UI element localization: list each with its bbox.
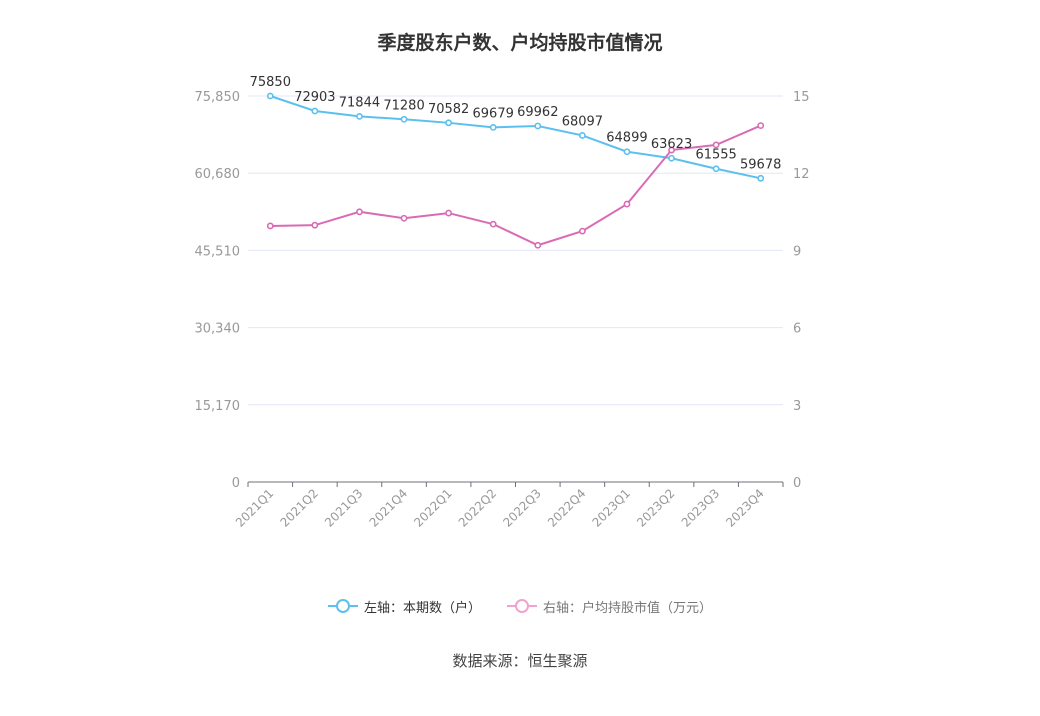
x-axis-tick-label: 2023Q1	[590, 486, 634, 530]
legend-label-left: 左轴：本期数（户）	[363, 600, 481, 616]
series-lines	[266, 92, 765, 249]
legend-label-right: 右轴：户均持股市值（万元）	[543, 600, 713, 616]
data-label: 63623	[651, 137, 692, 152]
data-point-left	[400, 115, 408, 123]
data-label: 72903	[294, 90, 335, 105]
chart-title: 季度股东户数、户均持股市值情况	[377, 32, 663, 54]
left-axis-tick-label: 0	[232, 476, 240, 491]
data-point-left	[266, 92, 274, 100]
data-label: 71844	[339, 95, 380, 110]
series-line-left	[269, 95, 761, 180]
x-axis-tick-label: 2023Q2	[634, 486, 678, 530]
x-axis-tick-label: 2021Q3	[322, 486, 366, 530]
data-point-right	[266, 222, 274, 230]
x-axis-tick-label: 2022Q4	[545, 486, 589, 530]
x-axis-tick-label: 2022Q1	[411, 486, 455, 530]
right-axis-tick-label: 9	[793, 244, 801, 259]
left-axis-tick-label: 60,680	[195, 167, 241, 182]
data-point-right	[668, 146, 675, 154]
right-axis-tick-label: 12	[793, 167, 810, 182]
data-point-right	[712, 141, 720, 149]
data-label: 69679	[473, 106, 514, 121]
left-axis-tick-label: 30,340	[195, 322, 241, 337]
series-line-right	[270, 124, 762, 247]
data-point-right	[400, 214, 408, 222]
data-point-left	[356, 112, 363, 120]
data-point-right	[578, 227, 586, 235]
data-point-left	[534, 122, 542, 130]
data-point-left	[712, 165, 720, 173]
data-point-right	[623, 200, 631, 208]
data-point-left	[623, 148, 631, 156]
right-axis-tick-label: 3	[793, 399, 801, 414]
x-axis-tick-label: 2021Q2	[277, 486, 321, 530]
data-point-left	[445, 119, 453, 127]
data-point-right	[534, 241, 542, 249]
data-label: 59678	[740, 157, 781, 172]
data-point-left	[489, 124, 497, 131]
data-point-left	[311, 107, 319, 115]
legend: 左轴：本期数（户） 右轴：户均持股市值（万元）	[0, 596, 1040, 616]
legend-circle-icon-right	[507, 599, 537, 613]
legend-item-left[interactable]: 左轴：本期数（户）	[327, 596, 481, 616]
legend-item-right[interactable]: 右轴：户均持股市值（万元）	[507, 596, 712, 616]
data-point-right	[311, 221, 319, 229]
data-label: 70582	[428, 102, 469, 117]
data-point-left	[668, 154, 675, 162]
data-label: 71280	[383, 98, 424, 113]
x-axis-tick-label: 2022Q3	[500, 486, 544, 530]
left-axis-tick-label: 75,850	[195, 90, 241, 105]
right-axis-tick-label: 15	[793, 90, 810, 105]
data-point-left	[578, 132, 586, 139]
x-axis-tick-label: 2022Q2	[456, 486, 500, 530]
right-axis-tick-label: 6	[793, 322, 801, 337]
left-axis-tick-label: 15,170	[195, 399, 241, 414]
x-axis-tick-label: 2021Q1	[233, 486, 277, 530]
data-point-right	[445, 209, 453, 217]
data-label: 69962	[517, 105, 558, 120]
data-label: 75850	[250, 75, 291, 90]
data-point-right	[489, 220, 497, 228]
right-axis-tick-label: 0	[793, 476, 801, 491]
data-label: 61555	[695, 148, 736, 163]
data-label: 64899	[606, 131, 647, 146]
data-source: 数据来源：恒生聚源	[452, 652, 588, 670]
x-axis-tick-label: 2023Q4	[723, 486, 767, 530]
x-axis-tick-label: 2023Q3	[679, 486, 723, 530]
grid-lines	[248, 95, 783, 406]
data-label: 68097	[562, 114, 603, 129]
x-axis-tick-label: 2021Q4	[367, 486, 411, 530]
legend-circle-icon-left	[327, 599, 358, 613]
data-point-right	[757, 122, 765, 129]
left-axis-tick-label: 45,510	[195, 244, 241, 259]
data-point-right	[356, 208, 363, 216]
data-point-left	[757, 174, 765, 182]
